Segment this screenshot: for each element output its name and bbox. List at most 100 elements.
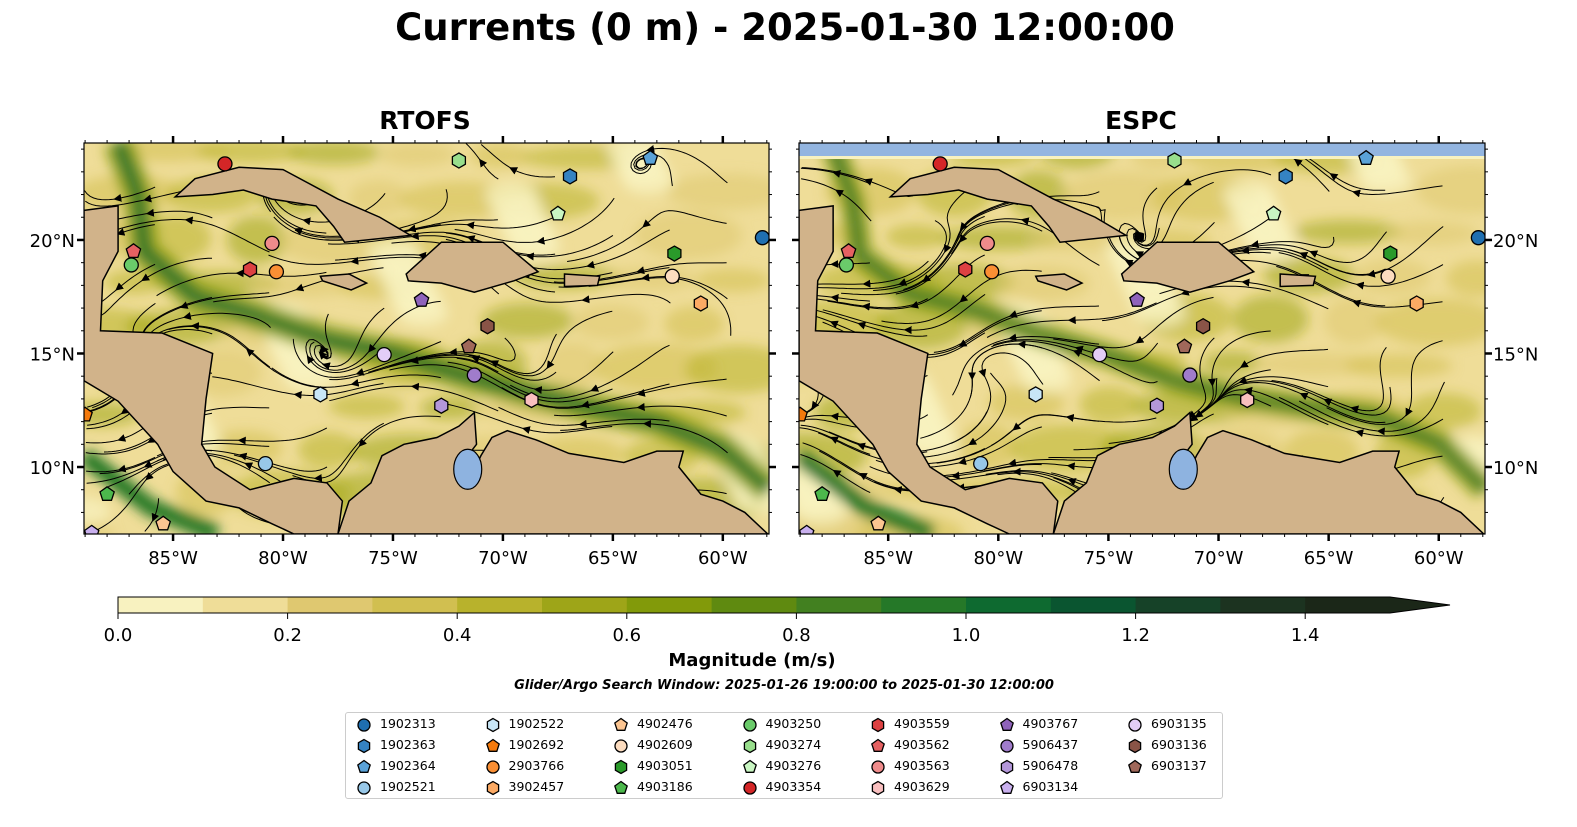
- colorbar-bin: [626, 597, 713, 613]
- float-marker-4903051: [1383, 245, 1398, 262]
- colorbar-tick-label: 1.4: [1291, 625, 1320, 646]
- float-marker-4903563: [264, 235, 280, 252]
- colorbar-bin: [542, 597, 628, 613]
- legend-item-4903276: 4903276: [742, 758, 822, 774]
- float-marker-1902363: [562, 168, 578, 185]
- legend-label: 4903274: [765, 737, 822, 752]
- legend-label: 4903563: [894, 758, 950, 773]
- float-marker-1902521: [257, 455, 274, 472]
- circle-marker-icon: [742, 780, 757, 795]
- colorbar-tick-label: 0.8: [782, 625, 811, 646]
- legend-item-6903135: 6903135: [1127, 716, 1207, 732]
- float-marker-1902521: [973, 455, 989, 472]
- legend-label: 4903767: [1022, 716, 1079, 731]
- float-marker-4903250: [123, 257, 139, 273]
- lon-tick-label: 80°W: [258, 548, 308, 569]
- float-marker-1902364: [1358, 149, 1374, 165]
- colorbar-bin: [118, 597, 204, 613]
- float-marker-4902476: [870, 515, 887, 531]
- colorbar-bin: [1050, 597, 1137, 613]
- float-marker-1902522: [1028, 386, 1043, 403]
- float-marker-5906437: [1182, 367, 1198, 383]
- legend-label: 2903766: [508, 758, 565, 773]
- pentagon-marker-icon: [485, 738, 500, 752]
- lat-tick-label: 10°N: [30, 458, 75, 479]
- lon-tick-label: 60°W: [698, 548, 748, 569]
- lon-tick-label: 65°W: [1304, 548, 1354, 569]
- legend-label: 1902692: [508, 737, 565, 752]
- legend-label: 6903135: [1151, 716, 1207, 731]
- colorbar-tick-label: 0.6: [612, 625, 641, 646]
- land-central: [799, 205, 1059, 534]
- lake-maracaibo: [453, 448, 483, 490]
- float-marker-4903276: [1265, 205, 1282, 221]
- circle-marker-icon: [614, 738, 628, 753]
- legend-item-1902522: 1902522: [485, 716, 564, 732]
- legend-label: 6903134: [1022, 779, 1079, 794]
- float-marker-4903186: [99, 485, 115, 501]
- pentagon-marker-icon: [999, 780, 1014, 794]
- pentagon-marker-icon: [357, 759, 371, 773]
- float-marker-4903051: [667, 245, 682, 262]
- land-puerto: [563, 273, 601, 288]
- float-markers: [84, 149, 769, 534]
- colorbar-label: Magnitude (m/s): [668, 650, 836, 671]
- hexagon-marker-icon: [1128, 738, 1142, 753]
- circle-marker-icon: [742, 717, 757, 732]
- colorbar-bin: [1305, 597, 1391, 613]
- circle-marker-icon: [1128, 717, 1142, 732]
- float-marker-4903250: [838, 257, 854, 273]
- hexagon-marker-icon: [486, 780, 499, 795]
- float-marker-5906478: [434, 397, 449, 414]
- float-marker-6903134: [84, 524, 100, 534]
- map-panel-espc: 85°W 80°W 75°W 70°W 65°W 60°W 10°N 15°N 20°N: [792, 136, 1538, 569]
- float-marker-4903767: [413, 291, 430, 307]
- float-marker-4902609: [1380, 268, 1396, 284]
- circle-marker-icon: [357, 780, 371, 795]
- legend-item-5906478: 5906478: [999, 758, 1078, 774]
- legend-label: 4903562: [894, 737, 950, 752]
- float-marker-4903559: [958, 261, 973, 278]
- float-marker-4902609: [664, 268, 680, 284]
- pentagon-marker-icon: [871, 738, 885, 752]
- lon-tick-label: 70°W: [478, 548, 528, 569]
- float-marker-5906437: [466, 367, 482, 383]
- float-marker-4903186: [814, 486, 831, 501]
- colorbar-bin: [966, 597, 1052, 613]
- hexagon-marker-icon: [871, 780, 885, 795]
- legend-label: 4903051: [637, 758, 693, 773]
- land-puerto: [1279, 273, 1317, 288]
- land-jamaica: [1034, 273, 1084, 291]
- hexagon-marker-icon: [871, 717, 885, 732]
- float-marker-4903274: [451, 152, 467, 169]
- legend-label: 4903629: [894, 779, 950, 794]
- legend-label: 6903137: [1151, 758, 1207, 773]
- legend-item-4902476: 4902476: [613, 716, 693, 732]
- land-hispaniola: [405, 241, 540, 293]
- legend-item-4903051: 4903051: [613, 758, 693, 774]
- float-marker-1902313: [1470, 230, 1485, 246]
- circle-marker-icon: [357, 717, 371, 732]
- float-marker-1902364: [642, 149, 659, 165]
- colorbar-tick-label: 0.2: [273, 625, 302, 646]
- legend-item-1902313: 1902313: [356, 716, 436, 732]
- hexagon-marker-icon: [614, 759, 628, 774]
- lon-tick-label: 60°W: [1414, 548, 1464, 569]
- float-marker-1902692: [84, 406, 93, 422]
- float-marker-2903766: [984, 264, 1000, 280]
- float-markers: [799, 149, 1485, 534]
- float-marker-4903274: [1167, 152, 1182, 169]
- legend-label: 4903276: [765, 758, 822, 773]
- float-marker-4903276: [550, 205, 566, 221]
- land-south: [1052, 410, 1485, 534]
- legend-item-4903274: 4903274: [742, 737, 822, 753]
- colorbar-tick-label: 0.4: [443, 625, 472, 646]
- pentagon-marker-icon: [614, 717, 628, 731]
- legend-item-5906437: 5906437: [999, 737, 1078, 753]
- panel-frame: [83, 142, 770, 535]
- panel-title-rtofs: RTOFS: [379, 106, 471, 135]
- float-legend: 1902313 1902363 1902364 1902521 1902522 19026…: [345, 712, 1223, 799]
- pentagon-marker-icon: [999, 717, 1014, 731]
- land: [799, 166, 1485, 534]
- land-south: [337, 410, 769, 534]
